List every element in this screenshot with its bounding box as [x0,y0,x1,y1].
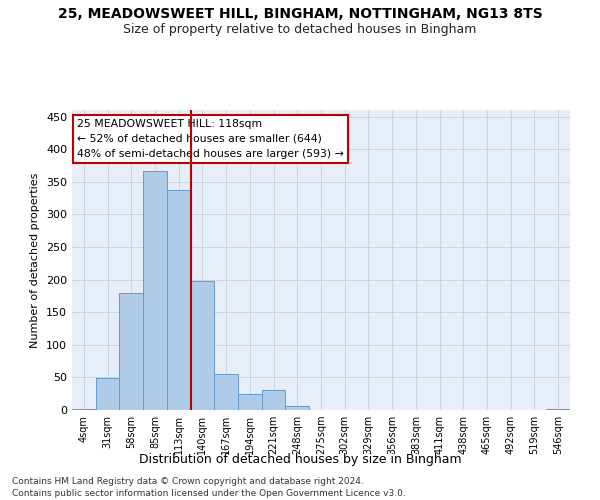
Bar [546,408,570,410]
Bar [119,292,143,410]
Text: 25 MEADOWSWEET HILL: 118sqm
← 52% of detached houses are smaller (644)
48% of se: 25 MEADOWSWEET HILL: 118sqm ← 52% of det… [77,119,344,158]
Bar [167,190,191,410]
Bar [262,390,286,410]
Bar [191,281,214,410]
Y-axis label: Number of detached properties: Number of detached properties [31,172,40,348]
Text: Contains HM Land Registry data © Crown copyright and database right 2024.: Contains HM Land Registry data © Crown c… [12,478,364,486]
Bar [96,378,119,410]
Bar [238,394,262,410]
Bar [143,170,167,410]
Text: Distribution of detached houses by size in Bingham: Distribution of detached houses by size … [139,452,461,466]
Text: Size of property relative to detached houses in Bingham: Size of property relative to detached ho… [124,22,476,36]
Text: 25, MEADOWSWEET HILL, BINGHAM, NOTTINGHAM, NG13 8TS: 25, MEADOWSWEET HILL, BINGHAM, NOTTINGHA… [58,8,542,22]
Bar [214,374,238,410]
Bar [286,406,309,410]
Text: Contains public sector information licensed under the Open Government Licence v3: Contains public sector information licen… [12,489,406,498]
